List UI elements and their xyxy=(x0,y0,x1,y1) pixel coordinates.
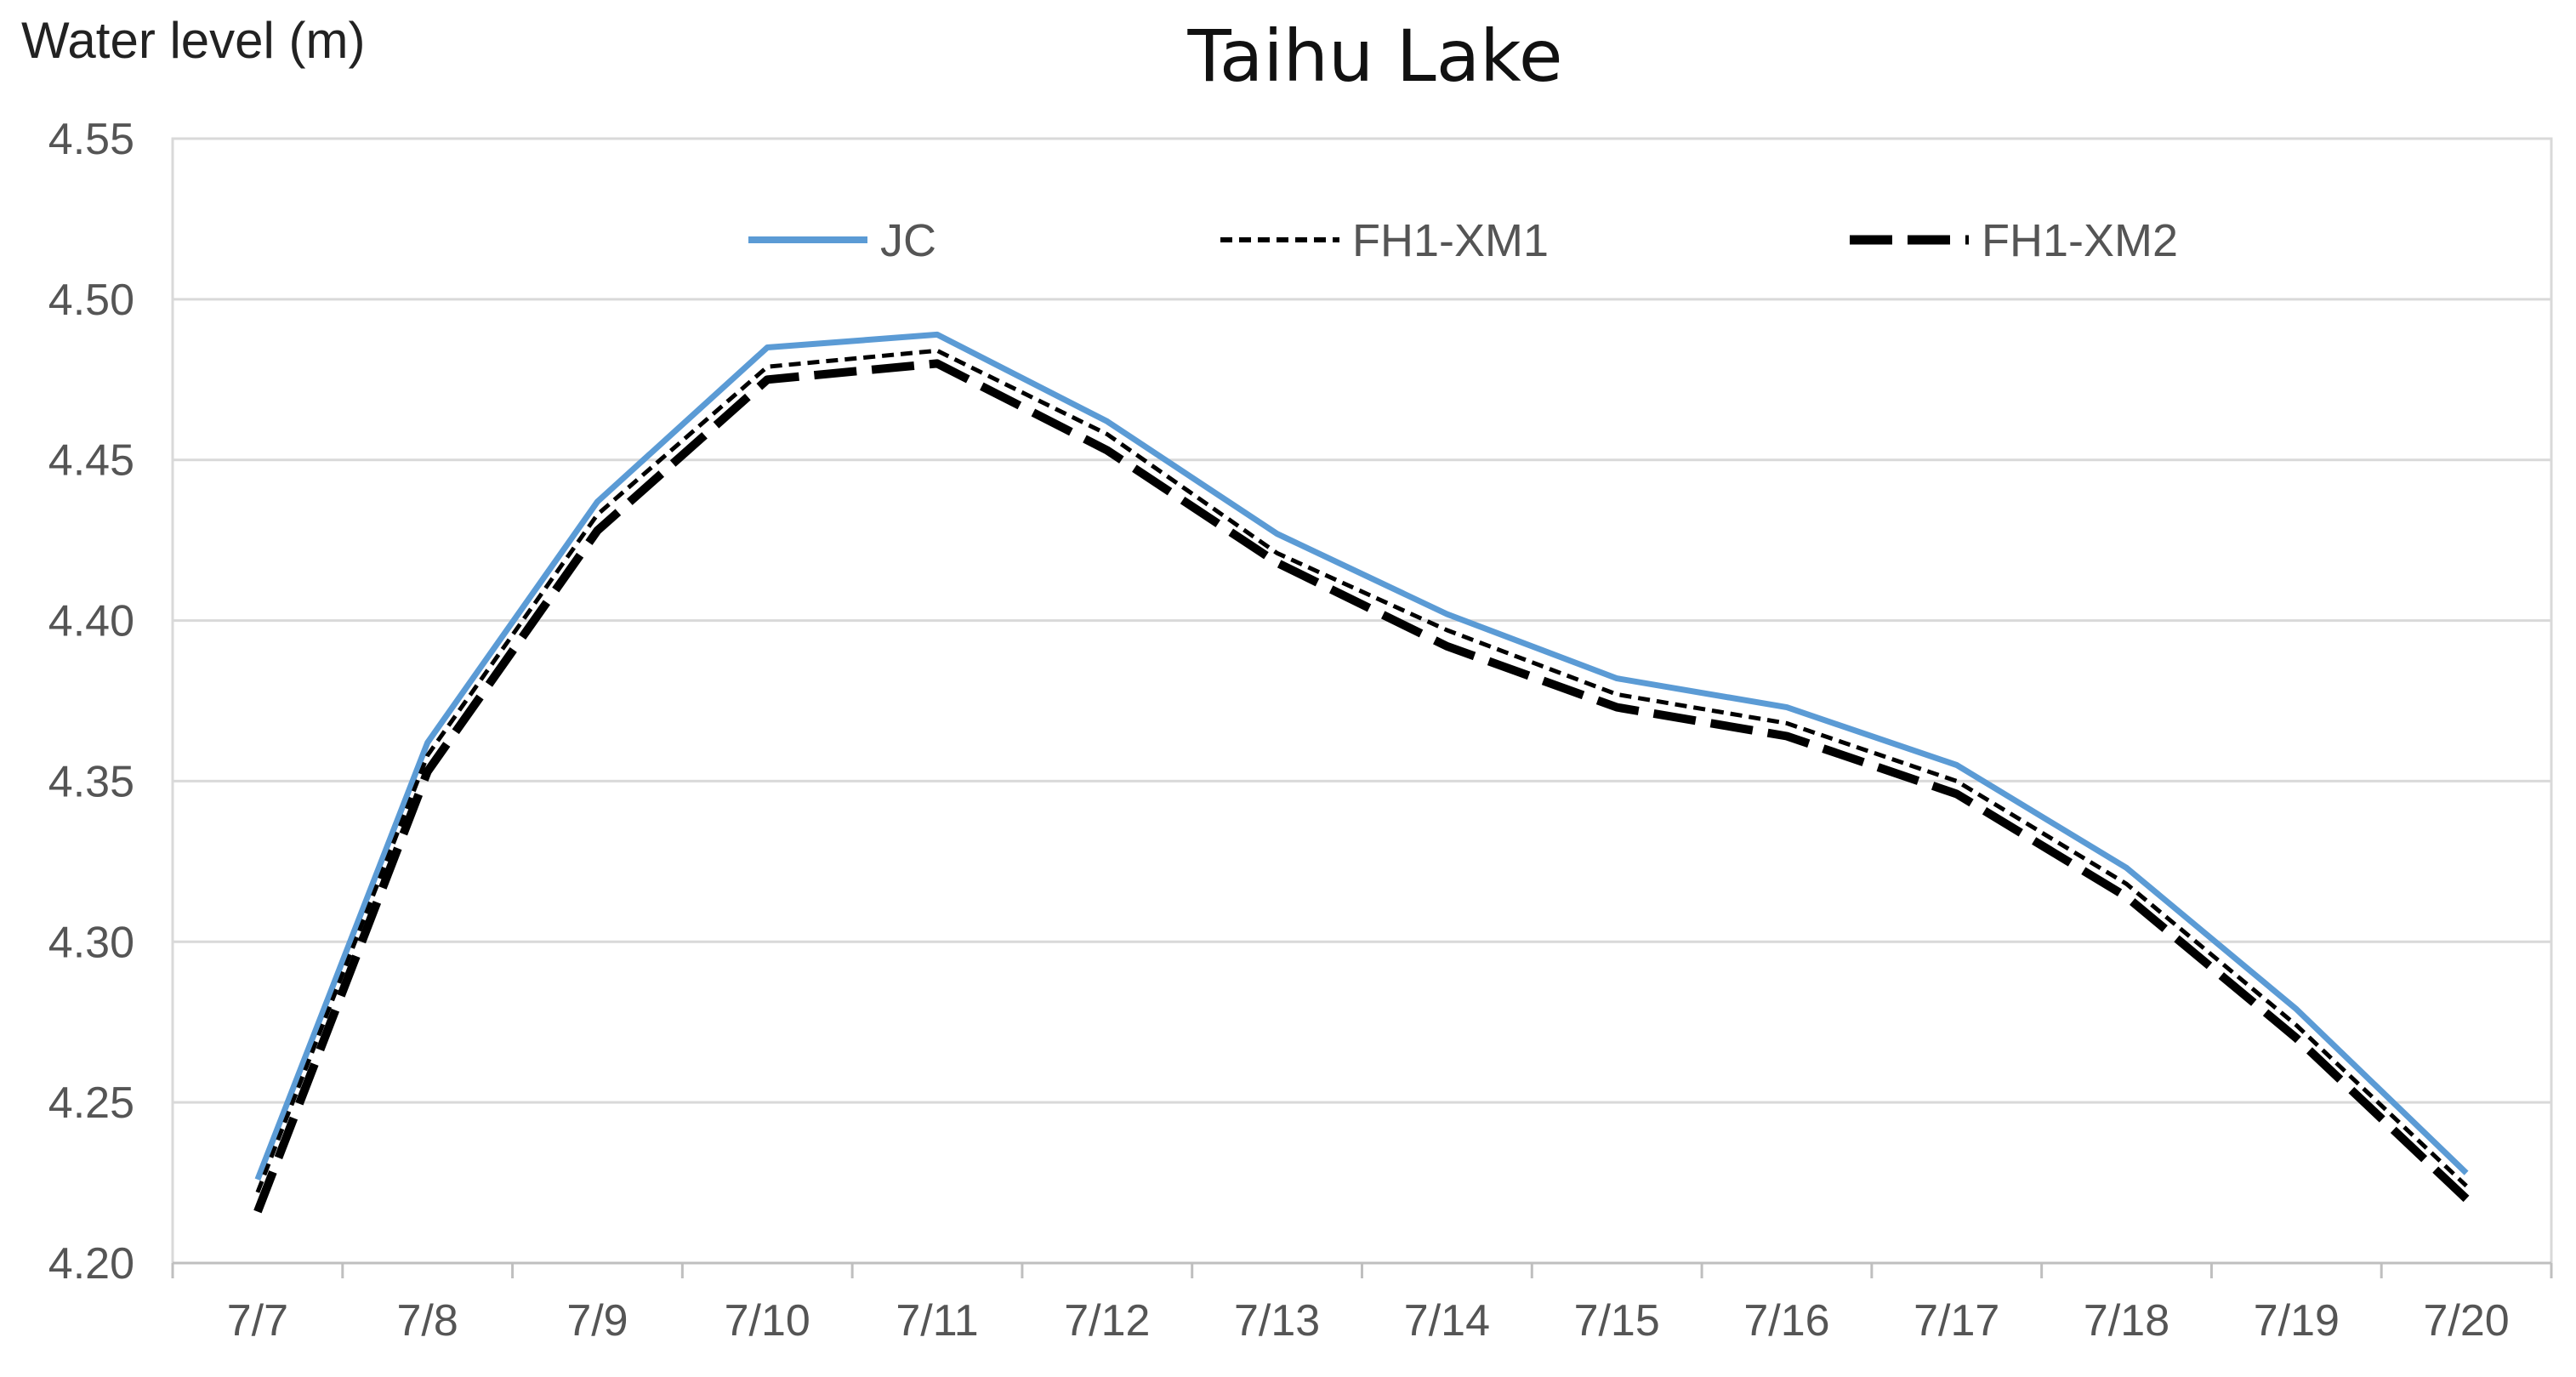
y-tick-label-4.50: 4.50 xyxy=(48,276,134,325)
y-axis-label: Water level (m) xyxy=(21,12,365,69)
x-tick-label-7-12: 7/12 xyxy=(1064,1296,1150,1346)
x-tick-label-7-11: 7/11 xyxy=(896,1296,978,1346)
chart-title: Taihu Lake xyxy=(1187,14,1563,98)
series-line-jc xyxy=(254,331,2469,1181)
x-tick-label-7-7: 7/7 xyxy=(227,1296,288,1346)
x-tick-label-7-9: 7/9 xyxy=(566,1296,628,1346)
x-tick-label-7-17: 7/17 xyxy=(1914,1296,1999,1346)
plot-area: 4.20 4.25 4.30 4.35 4.40 4.45 4.50 4.55 7/7 7/8 7/… xyxy=(48,115,2553,1346)
x-tick-label-7-13: 7/13 xyxy=(1234,1296,1320,1346)
y-tick-label-4.40: 4.40 xyxy=(48,597,134,646)
y-tick-label-4.30: 4.30 xyxy=(48,918,134,967)
y-tick-label-4.20: 4.20 xyxy=(48,1239,134,1289)
y-tick-label-4.35: 4.35 xyxy=(48,757,134,806)
x-tick-label-7-10: 7/10 xyxy=(725,1296,810,1346)
x-tick-label-7-19: 7/19 xyxy=(2254,1296,2340,1346)
series-line-fh1-xm2 xyxy=(253,359,2470,1214)
x-tick-label-7-18: 7/18 xyxy=(2084,1296,2169,1346)
y-tick-label-4.45: 4.45 xyxy=(48,436,134,486)
x-tick-label-7-15: 7/15 xyxy=(1574,1296,1660,1346)
x-tick-label-7-14: 7/14 xyxy=(1404,1296,1490,1346)
x-tick-label-7-16: 7/16 xyxy=(1743,1296,1829,1346)
x-tick-label-7-20: 7/20 xyxy=(2423,1296,2509,1346)
series-line-fh1-xm1 xyxy=(255,348,2468,1193)
legend-label-fh1-xm2: FH1-XM2 xyxy=(1982,215,2178,266)
legend-label-jc: JC xyxy=(880,215,936,266)
x-tick-label-7-8: 7/8 xyxy=(397,1296,458,1346)
legend-label-fh1-xm1: FH1-XM1 xyxy=(1352,215,1549,266)
y-tick-label-4.55: 4.55 xyxy=(48,115,134,164)
y-tick-label-4.25: 4.25 xyxy=(48,1078,134,1128)
